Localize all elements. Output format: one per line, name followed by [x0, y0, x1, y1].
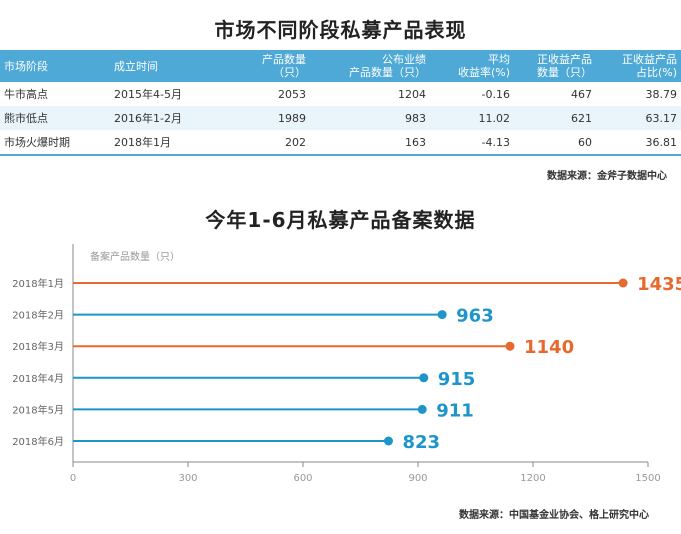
- table-cell: 163: [310, 130, 430, 156]
- table-cell: 63.17: [596, 106, 681, 130]
- table-title: 市场不同阶段私募产品表现: [214, 18, 467, 42]
- table-cell: 60: [514, 130, 596, 156]
- category-label: 2018年1月: [12, 277, 64, 290]
- table-row: 市场火爆时期 2018年1月 202 163 -4.13 60 36.81: [0, 130, 681, 156]
- data-label: 1140: [524, 337, 574, 358]
- table-cell: 1989: [230, 106, 310, 130]
- data-label: 911: [436, 400, 474, 421]
- table-source: 数据来源：金斧子数据中心: [547, 171, 667, 182]
- table-cell: 2018年1月: [110, 130, 230, 156]
- table-cell: 983: [310, 106, 430, 130]
- table-cell: 2016年1-2月: [110, 106, 230, 130]
- table-header-row: 市场阶段 成立时间 产品数量 （只） 公布业绩 产品数量（只） 平均 收益率(%) 正…: [0, 50, 681, 82]
- header-product-count: 产品数量 （只）: [230, 50, 310, 82]
- bar-end-dot: [505, 341, 515, 351]
- bar-end-dot: [419, 373, 429, 383]
- table-cell: 1204: [310, 82, 430, 106]
- table-cell: 621: [514, 106, 596, 130]
- table-cell: 36.81: [596, 130, 681, 156]
- bar-end-dot: [383, 436, 393, 446]
- table-cell: 2053: [230, 82, 310, 106]
- header-established: 成立时间: [110, 50, 230, 82]
- header-market-stage: 市场阶段: [0, 50, 110, 82]
- table-cell: -4.13: [430, 130, 514, 156]
- table-cell: 市场火爆时期: [0, 130, 110, 156]
- x-tick-label: 300: [178, 473, 197, 484]
- table-cell: 牛市高点: [0, 82, 110, 106]
- chart-source: 数据来源：中国基金业协会、格上研究中心: [459, 510, 649, 521]
- table-cell: 2015年4-5月: [110, 82, 230, 106]
- data-label: 915: [438, 369, 476, 390]
- table-cell: -0.16: [430, 82, 514, 106]
- header-avg-return: 平均 收益率(%): [430, 50, 514, 82]
- category-label: 2018年4月: [12, 372, 64, 385]
- header-positive-count: 正收益产品 数量（只）: [514, 50, 596, 82]
- bar-end-dot: [437, 310, 447, 320]
- data-label: 823: [402, 432, 440, 453]
- data-label: 963: [456, 306, 494, 327]
- table-cell: 38.79: [596, 82, 681, 106]
- data-label: 1435: [637, 274, 681, 295]
- x-tick-label: 600: [293, 473, 312, 484]
- category-label: 2018年5月: [12, 403, 64, 416]
- table-cell: 熊市低点: [0, 106, 110, 130]
- x-tick-label: 1500: [635, 473, 660, 484]
- table-row: 牛市高点 2015年4-5月 2053 1204 -0.16 467 38.79: [0, 82, 681, 106]
- filing-chart: 备案产品数量（只） 0 300 600 900 1200 1500 2018年1月 1435 20…: [12, 244, 681, 484]
- x-tick-label: 900: [408, 473, 427, 484]
- header-published-count: 公布业绩 产品数量（只）: [310, 50, 430, 82]
- performance-table: 市场阶段 成立时间 产品数量 （只） 公布业绩 产品数量（只） 平均 收益率(%) 正…: [0, 50, 681, 156]
- table-cell: 467: [514, 82, 596, 106]
- table-row: 熊市低点 2016年1-2月 1989 983 11.02 621 63.17: [0, 106, 681, 130]
- series-label: 备案产品数量（只）: [90, 250, 180, 263]
- table-cell: 11.02: [430, 106, 514, 130]
- bar-end-dot: [417, 404, 427, 414]
- table-cell: 202: [230, 130, 310, 156]
- header-positive-ratio: 正收益产品 占比(%): [596, 50, 681, 82]
- x-tick-label: 1200: [520, 473, 545, 484]
- x-tick-label: 0: [70, 473, 76, 484]
- category-label: 2018年6月: [12, 435, 64, 448]
- category-label: 2018年3月: [12, 340, 64, 353]
- category-label: 2018年2月: [12, 309, 64, 322]
- bar-end-dot: [618, 278, 628, 288]
- chart-title: 今年1-6月私募产品备案数据: [205, 208, 476, 232]
